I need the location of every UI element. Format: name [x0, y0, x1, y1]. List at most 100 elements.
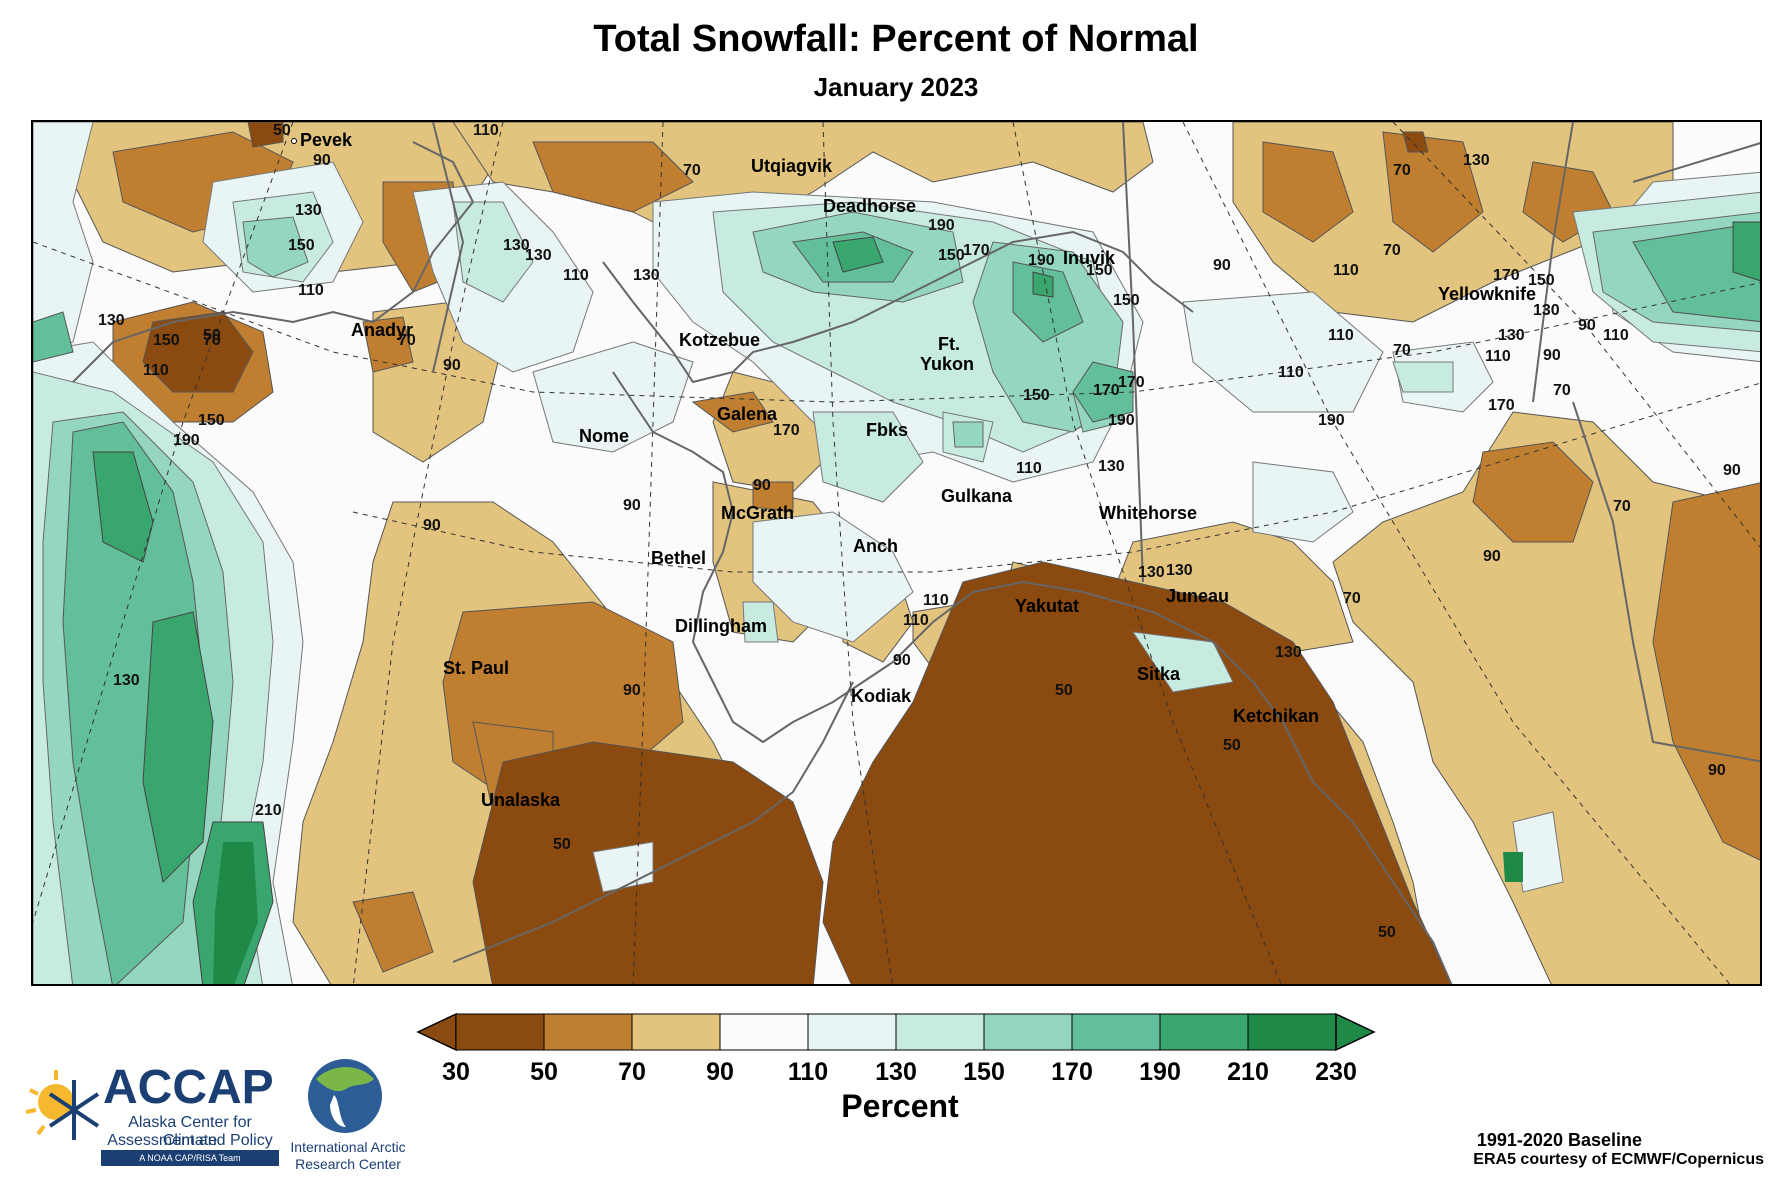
contour-label: 170 [1093, 382, 1120, 399]
contour-label: 90 [1578, 317, 1596, 334]
city-label: Dillingham [675, 616, 768, 636]
colorbar-tick-label: 190 [1139, 1058, 1181, 1086]
contour-label: 130 [1533, 302, 1560, 319]
contour-label: 150 [153, 332, 180, 349]
city-marker-icon [291, 138, 297, 145]
city-label: Yakutat [1015, 596, 1080, 616]
contour-label: 110 [923, 592, 949, 609]
city-yukon: Yukon [920, 354, 974, 375]
contour-label: 190 [1108, 412, 1135, 429]
contour-label: 70 [1393, 162, 1411, 179]
contour-label: 110 [143, 362, 169, 379]
city-inuvik: Inuvik [1063, 248, 1115, 269]
contour-label: 90 [623, 682, 641, 699]
contour-label: 90 [1483, 548, 1501, 565]
city-label: Ketchikan [1233, 706, 1320, 726]
contour-label: 130 [1138, 564, 1165, 581]
colorbar-segment [631, 1013, 721, 1051]
contour-label: 90 [313, 152, 331, 169]
colorbar-tick-label: 50 [530, 1058, 558, 1086]
contour-label: 90 [443, 357, 461, 374]
colorbar-segment [807, 1013, 897, 1051]
city-label: Yukon [920, 354, 975, 374]
contour-label: 50 [273, 122, 291, 139]
contour-label: 150 [1023, 387, 1050, 404]
contour-label: 70 [1393, 342, 1411, 359]
city-label: Utqiagvik [751, 156, 833, 176]
colorbar [416, 1012, 1376, 1052]
city-label: Kodiak [851, 686, 912, 706]
snowfall-map: Pevek Utqiagvik Deadhorse Inuvik Yellowk… [31, 120, 1762, 986]
city-label: Gulkana [941, 486, 1013, 506]
accap-name: ACCAP [103, 1061, 274, 1114]
city-whitehorse: Whitehorse [1099, 503, 1197, 524]
colorbar-segment [1247, 1013, 1337, 1051]
city-dillingham: Dillingham [675, 616, 767, 637]
contour-label: 150 [938, 247, 965, 264]
contour-label: 130 [503, 237, 530, 254]
contour-label: 130 [1166, 562, 1193, 579]
contour-label: 70 [1383, 242, 1401, 259]
contour-label: 170 [1118, 374, 1145, 391]
map-title: Total Snowfall: Percent of Normal [593, 18, 1199, 60]
iarc-line1: International Arctic [290, 1139, 406, 1155]
contour-label: 70 [683, 162, 701, 179]
city-anch: Anch [853, 536, 898, 557]
contour-label: 150 [1113, 292, 1140, 309]
contour-label: 150 [1086, 262, 1113, 279]
contour-label: 190 [173, 432, 200, 449]
city-label: Ft. [938, 334, 960, 354]
colorbar-tick-label: 90 [706, 1058, 734, 1086]
city-galena: Galena [717, 404, 777, 425]
contour-label: 110 [1485, 348, 1511, 365]
contour-label: 90 [1213, 257, 1231, 274]
city-kodiak: Kodiak [851, 686, 911, 707]
contour-label: 50 [553, 836, 571, 853]
city-label: Sitka [1137, 664, 1181, 684]
contour-label: 110 [1278, 364, 1304, 381]
city-label: Pevek [300, 130, 353, 150]
city-st-paul: St. Paul [443, 658, 509, 679]
iarc-line2: Research Center [295, 1156, 401, 1172]
city-label: Fbks [866, 420, 909, 440]
city-pevek: Pevek [291, 130, 352, 151]
contour-label: 90 [753, 477, 771, 494]
contour-label: 150 [288, 237, 315, 254]
contour-label: 130 [525, 247, 552, 264]
contour-label: 70 [1343, 590, 1361, 607]
colorbar-tick-label: 110 [787, 1058, 829, 1086]
contour-label: 50 [1378, 924, 1396, 941]
contour-label: 190 [1028, 252, 1055, 269]
city-fbks: Fbks [866, 420, 908, 441]
city-gulkana: Gulkana [941, 486, 1012, 507]
colorbar-tick-label: 130 [875, 1058, 917, 1086]
contour-label: 130 [295, 202, 322, 219]
map-canvas [33, 122, 1760, 984]
contour-label: 70 [1613, 498, 1631, 515]
city-label: Bethel [651, 548, 707, 568]
contour-label: 110 [1328, 327, 1354, 344]
peak-above-normal-regions [213, 842, 1523, 984]
city-label: Deadhorse [823, 196, 917, 216]
contour-label: 70 [1553, 382, 1571, 399]
city-label: Whitehorse [1099, 503, 1198, 523]
contour-label: 130 [113, 672, 140, 689]
city-label: Inuvik [1063, 248, 1116, 268]
colorbar-segment [1071, 1013, 1161, 1051]
iarc-globe-icon [308, 1059, 382, 1133]
city-yellowknife: Yellowknife [1438, 284, 1536, 305]
city-sitka: Sitka [1137, 664, 1180, 685]
colorbar-segment [1159, 1013, 1249, 1051]
contour-label: 150 [1528, 272, 1555, 289]
colorbar-tick-label: 230 [1315, 1058, 1357, 1086]
contour-label: 190 [928, 217, 955, 234]
city-label: Anch [853, 536, 898, 556]
city-yakutat: Yakutat [1015, 596, 1079, 617]
city-label: Kotzebue [679, 330, 760, 350]
colorbar-tick-label: 210 [1227, 1058, 1269, 1086]
map-subtitle: January 2023 [813, 72, 979, 102]
contour-label: 130 [1098, 458, 1125, 475]
contour-label: 210 [255, 802, 282, 819]
city-label: Nome [579, 426, 630, 446]
contour-label: 70 [203, 332, 221, 349]
